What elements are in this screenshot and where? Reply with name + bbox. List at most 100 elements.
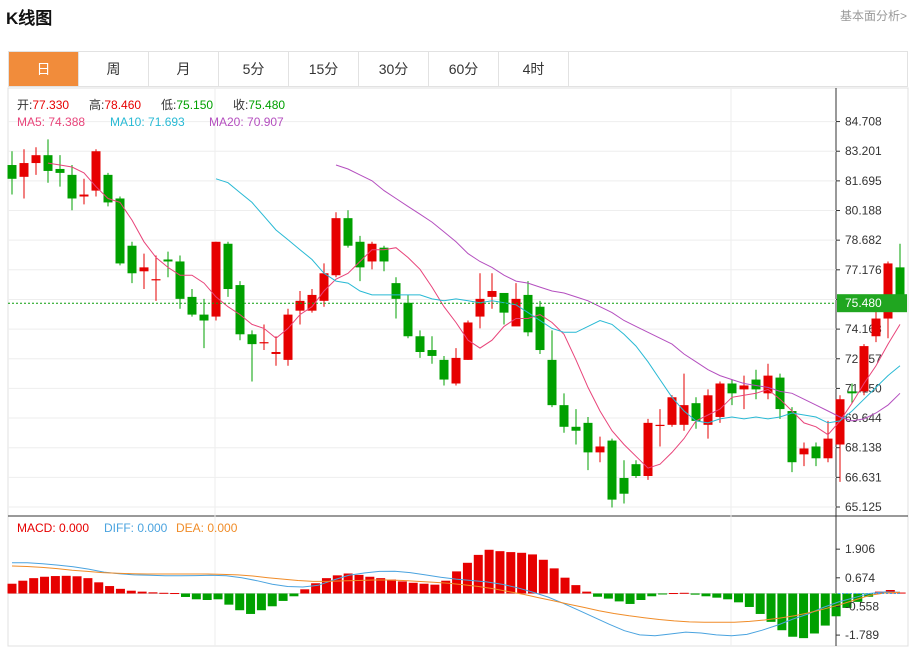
candle-body — [463, 322, 473, 360]
macd-bar — [690, 593, 700, 595]
ma5-label: MA5: — [17, 115, 48, 129]
macd-bar — [452, 571, 462, 594]
macd-bar — [723, 593, 733, 600]
candle-body — [775, 377, 785, 410]
svg-text:MA5: 74.388: MA5: 74.388 — [17, 115, 85, 129]
macd-bar — [701, 593, 711, 597]
candle-body — [547, 359, 557, 406]
macd-bar — [658, 593, 668, 595]
macd-tick-label: 0.674 — [845, 571, 875, 585]
macd-bar — [820, 593, 830, 626]
tab-7[interactable]: 4时 — [499, 52, 569, 86]
macd-bar — [668, 593, 678, 595]
macd-bar — [397, 581, 407, 594]
macd-bar — [593, 593, 603, 597]
macd-bar — [744, 593, 754, 607]
macd-bar — [571, 585, 581, 594]
candle-body — [487, 290, 497, 297]
low-value: 75.150 — [176, 98, 213, 112]
candle-body — [19, 163, 29, 177]
candle-body — [319, 273, 329, 301]
macd-bar — [40, 576, 50, 594]
tab-2[interactable]: 月 — [149, 52, 219, 86]
candle-body — [139, 267, 149, 272]
macd-bar — [430, 584, 440, 594]
price-tick-label: 68.138 — [845, 441, 882, 455]
period-tabs: 日周月 5分 15分 30分 60分 4时 — [8, 51, 908, 87]
macd-bar — [712, 593, 722, 598]
macd-bar — [387, 579, 397, 594]
svg-text:MA20: 70.907: MA20: 70.907 — [209, 115, 284, 129]
macd-bar — [734, 593, 744, 603]
macd-bar — [311, 583, 321, 594]
candle-body — [559, 405, 569, 427]
candle-body — [187, 296, 197, 315]
macd-bar — [256, 593, 266, 611]
macd-diff-line — [12, 562, 901, 637]
candle-body — [91, 151, 101, 191]
macd-bar — [246, 593, 256, 614]
macd-bar — [343, 573, 353, 594]
price-tick-label: 80.188 — [845, 204, 882, 218]
macd-bar — [647, 593, 657, 597]
macd-bar — [527, 554, 537, 594]
macd-dea-line — [11, 565, 901, 623]
tab-4[interactable]: 15分 — [289, 52, 359, 86]
candle-body — [703, 395, 713, 425]
macd-bar — [235, 593, 245, 611]
candle-body — [475, 298, 485, 317]
open-label: 开: — [17, 98, 32, 112]
price-tick-label: 84.708 — [845, 115, 882, 129]
macd-bar — [864, 593, 874, 597]
price-tick-label: 81.695 — [845, 174, 882, 188]
chart-title: K线图 — [6, 9, 53, 28]
macd-bar — [29, 578, 39, 594]
candle-body — [631, 464, 641, 477]
low-label: 低: — [161, 98, 176, 112]
candle-body — [871, 318, 881, 337]
macd-bar — [332, 575, 342, 594]
candle-body — [823, 438, 833, 459]
candle-body — [295, 300, 305, 311]
fundamental-analysis-link[interactable]: 基本面分析> — [839, 9, 907, 23]
candle-body — [583, 422, 593, 453]
macd-bar — [419, 583, 429, 594]
ma5-value: 74.388 — [48, 115, 85, 129]
macd-tick-label: -0.558 — [845, 599, 879, 613]
candle-body — [151, 279, 161, 281]
price-tick-label: 83.201 — [845, 144, 882, 158]
svg-text:高:78.460: 高:78.460 — [89, 97, 141, 112]
candle-body — [895, 267, 905, 303]
high-value: 78.460 — [104, 98, 141, 112]
macd-bar — [72, 576, 82, 594]
candle-body — [607, 440, 617, 500]
tab-5[interactable]: 30分 — [359, 52, 429, 86]
tab-0[interactable]: 日 — [9, 52, 79, 86]
tab-3[interactable]: 5分 — [219, 52, 289, 86]
ma5-line — [47, 162, 901, 469]
price-tick-label: 66.631 — [845, 470, 882, 484]
macd-bar — [105, 586, 115, 594]
tab-1[interactable]: 周 — [79, 52, 149, 86]
tab-6[interactable]: 60分 — [429, 52, 499, 86]
candle-body — [727, 383, 737, 394]
macd-bar — [180, 593, 190, 597]
candle-body — [115, 198, 125, 264]
candle-body — [415, 336, 425, 353]
macd-bar — [603, 593, 613, 599]
candle-body — [79, 194, 89, 197]
macd-bar — [300, 589, 310, 594]
macd-bar — [809, 593, 819, 634]
macd-bar — [614, 593, 624, 602]
macd-bar — [853, 593, 863, 602]
macd-bar — [321, 578, 331, 594]
macd-bar — [278, 593, 288, 601]
macd-bar — [473, 554, 483, 594]
candle-body — [43, 155, 53, 171]
ohlc-legend: 开:77.330 高:78.460 低:75.150 收:75.480 — [17, 97, 285, 112]
candle-body — [811, 446, 821, 459]
macd-bar — [462, 562, 472, 594]
macd-bar — [18, 580, 28, 594]
macd-bar — [766, 593, 776, 622]
candle-body — [163, 259, 173, 262]
